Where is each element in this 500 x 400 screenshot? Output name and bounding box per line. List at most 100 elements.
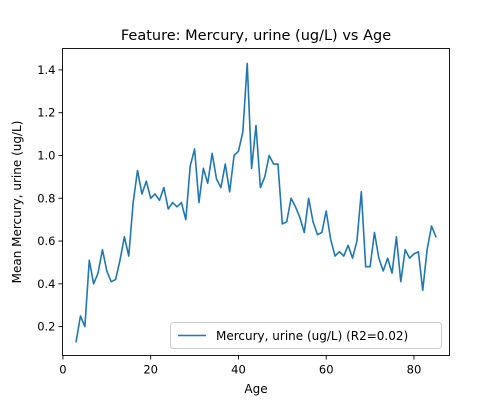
data-point xyxy=(238,150,240,152)
data-point xyxy=(163,187,165,189)
data-point xyxy=(361,191,363,193)
data-point xyxy=(378,257,380,259)
y-tick-label: 0.8 xyxy=(37,191,55,205)
data-point xyxy=(365,266,367,268)
data-point xyxy=(224,163,226,165)
x-tick-label: 60 xyxy=(319,363,334,377)
data-point xyxy=(413,253,415,255)
data-point xyxy=(264,176,266,178)
data-point xyxy=(167,208,169,210)
data-point xyxy=(106,270,108,272)
legend-label: Mercury, urine (ug/L) (R2=0.02) xyxy=(216,329,408,343)
plot-area xyxy=(62,48,450,356)
data-point xyxy=(242,131,244,133)
data-point xyxy=(75,341,77,343)
x-tick-label: 40 xyxy=(231,363,246,377)
data-point xyxy=(303,232,305,234)
data-point xyxy=(343,255,345,257)
data-point xyxy=(189,165,191,167)
data-point xyxy=(369,266,371,268)
data-point xyxy=(277,163,279,165)
data-point xyxy=(216,178,218,180)
data-point xyxy=(80,315,82,317)
data-point xyxy=(124,236,126,238)
data-point xyxy=(181,202,183,204)
data-point xyxy=(308,197,310,199)
legend-box xyxy=(170,322,442,349)
data-point xyxy=(400,281,402,283)
data-point xyxy=(172,202,174,204)
data-point xyxy=(150,197,152,199)
data-point xyxy=(137,170,139,172)
data-point xyxy=(404,249,406,251)
data-point xyxy=(435,236,437,238)
data-point xyxy=(198,202,200,204)
data-point xyxy=(102,249,104,251)
series-layer xyxy=(75,62,437,343)
data-point xyxy=(330,238,332,240)
data-point xyxy=(317,234,319,236)
data-point xyxy=(418,251,420,253)
data-point xyxy=(431,225,433,227)
data-point xyxy=(185,219,187,221)
y-tick-label: 0.4 xyxy=(37,277,55,291)
data-point xyxy=(325,210,327,212)
data-point xyxy=(146,180,148,182)
data-point xyxy=(396,236,398,238)
data-point xyxy=(334,255,336,257)
data-point xyxy=(251,168,253,170)
data-point xyxy=(286,221,288,223)
data-point xyxy=(347,245,349,247)
data-point xyxy=(422,289,424,291)
data-point xyxy=(154,193,156,195)
data-point xyxy=(88,260,90,262)
data-point xyxy=(268,155,270,157)
legend: Mercury, urine (ug/L) (R2=0.02) xyxy=(170,322,442,349)
data-point xyxy=(387,257,389,259)
y-tick-label: 0.6 xyxy=(37,234,55,248)
x-tick-label: 80 xyxy=(407,363,422,377)
data-point xyxy=(246,63,248,65)
data-point xyxy=(282,223,284,225)
chart-title: Feature: Mercury, urine (ug/L) vs Age xyxy=(121,28,391,44)
data-point xyxy=(255,125,257,127)
data-point xyxy=(132,202,134,204)
data-point xyxy=(356,240,358,242)
data-point xyxy=(295,206,297,208)
data-point xyxy=(119,260,121,262)
y-axis-label: Mean Mercury, urine (ug/L) xyxy=(10,121,24,284)
data-point xyxy=(141,193,143,195)
data-point xyxy=(128,255,130,257)
data-point xyxy=(159,200,161,202)
data-point xyxy=(220,187,222,189)
y-axis: 0.2 0.4 0.6 0.8 1.0 1.2 1.4 xyxy=(37,63,63,334)
x-axis: 0 20 40 60 80 xyxy=(59,355,422,377)
data-point xyxy=(233,155,235,157)
data-point xyxy=(352,257,354,259)
data-point xyxy=(391,272,393,274)
data-point xyxy=(290,197,292,199)
y-tick-label: 0.2 xyxy=(37,320,55,334)
data-point xyxy=(115,279,117,281)
data-point xyxy=(93,283,95,285)
data-point xyxy=(194,148,196,150)
data-point xyxy=(229,191,231,193)
data-point xyxy=(321,232,323,234)
y-tick-label: 1.0 xyxy=(37,148,55,162)
data-point xyxy=(84,326,86,328)
plot-frame xyxy=(62,48,450,356)
data-point xyxy=(312,221,314,223)
data-point xyxy=(374,232,376,234)
data-point xyxy=(339,251,341,253)
data-point xyxy=(382,270,384,272)
data-point xyxy=(211,153,213,155)
data-point xyxy=(273,163,275,165)
data-point xyxy=(176,206,178,208)
data-point xyxy=(203,168,205,170)
x-tick-label: 20 xyxy=(143,363,158,377)
y-tick-label: 1.4 xyxy=(37,63,55,77)
data-point xyxy=(409,257,411,259)
series-line xyxy=(75,62,437,343)
data-point xyxy=(426,249,428,251)
